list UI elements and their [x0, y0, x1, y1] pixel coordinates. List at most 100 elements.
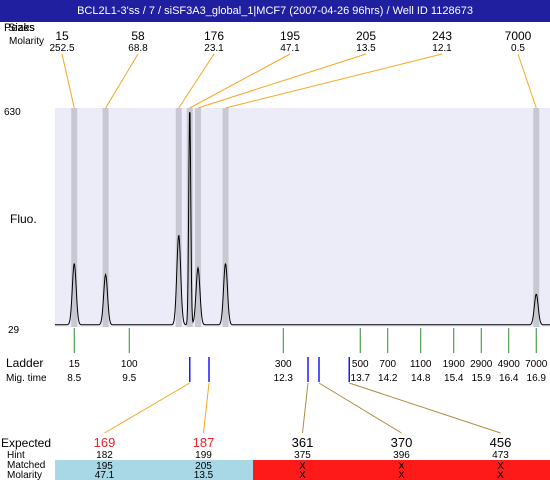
peak-band [222, 108, 229, 327]
peak-connector [197, 53, 367, 109]
peak-connector [517, 53, 537, 109]
expected-size-label: 187 [193, 435, 215, 450]
expected-size-label: 169 [94, 435, 116, 450]
ladder-mig-time-label: 16.9 [527, 373, 547, 384]
expected-connector [318, 382, 402, 434]
matched-cell [253, 460, 353, 480]
molarity-bottom-label: Molarity [7, 470, 42, 480]
matched-molarity-label: X [497, 470, 504, 480]
peak-band [102, 108, 109, 327]
ladder-markers: 15 8.5 100 9.5 300 12.3 500 13.7 700 14.2 1100 14.8… [67, 328, 548, 384]
y-max-label: 630 [4, 107, 21, 118]
ladder-mig-time-label: 9.5 [122, 373, 136, 384]
peak-molarity-label: 68.8 [128, 43, 148, 54]
matched-cell [352, 460, 452, 480]
y-axis-label: Fluo. [10, 212, 37, 226]
ladder-size-label: 2900 [470, 359, 493, 370]
hint-size-label: 375 [294, 450, 311, 461]
peak-connectors [61, 53, 537, 109]
ladder-mig-time-label: 13.7 [351, 373, 371, 384]
ladder-size-label: 1900 [443, 359, 466, 370]
ladder-size-label: 4900 [498, 359, 521, 370]
fluorescence-trace [55, 112, 550, 326]
expected-connector [104, 382, 191, 434]
matched-molarity-label: X [398, 470, 405, 480]
peak-band [195, 108, 201, 327]
peaks-overlay-label: Peaks [4, 22, 35, 34]
peak-connector [61, 53, 75, 109]
peak-band [71, 108, 78, 327]
ladder-mig-time-label: 15.4 [444, 373, 464, 384]
peak-size-label: 176 [204, 29, 224, 43]
ladder-mig-time-label: 14.2 [378, 373, 398, 384]
matched-size-label: 195 [96, 461, 113, 472]
ladder-size-label: 500 [352, 359, 369, 370]
expected-connector [203, 382, 210, 434]
molarity-label: Molarity [9, 36, 44, 47]
peak-connector [178, 53, 215, 109]
peak-molarity-label: 12.1 [432, 43, 452, 54]
ladder-label: Ladder [6, 356, 43, 370]
hint-label: Hint [7, 450, 25, 461]
expected-connector [302, 382, 309, 434]
matched-molarity-label: 13.5 [194, 470, 214, 480]
expected-size-label: 456 [490, 435, 512, 450]
mig-time-label: Mig. time [6, 373, 47, 384]
sizes-label: Sizes [8, 22, 35, 34]
matched-size-label: 205 [195, 461, 212, 472]
ladder-size-label: 100 [121, 359, 138, 370]
matched-size-label: X [398, 461, 405, 472]
peak-molarity-label: 13.5 [356, 43, 376, 54]
matched-cell [55, 460, 155, 480]
match-table: 16918219547.118719920513.5361375XX370396… [55, 435, 550, 480]
ladder-size-label: 700 [379, 359, 396, 370]
peak-connector [105, 53, 139, 109]
plot-area [55, 108, 550, 327]
matched-cell [451, 460, 550, 480]
hint-size-label: 199 [195, 450, 212, 461]
chart-title: BCL2L1-3'ss / 7 / siSF3A3_global_1|MCF7 … [0, 0, 550, 22]
peak-size-label: 195 [280, 29, 300, 43]
matched-cell [154, 460, 254, 480]
ladder-size-label: 15 [69, 359, 81, 370]
expected-markers [104, 357, 501, 434]
ladder-mig-time-label: 8.5 [67, 373, 81, 384]
peak-connector [189, 53, 291, 109]
ladder-size-label: 1100 [410, 359, 432, 370]
ladder-mig-time-label: 14.8 [411, 373, 431, 384]
peak-bands [71, 108, 540, 327]
peak-connector [225, 53, 443, 109]
hint-size-label: 473 [492, 450, 509, 461]
ladder-mig-time-label: 16.4 [499, 373, 519, 384]
expected-label: Expected [1, 436, 51, 450]
peak-size-label: 58 [131, 29, 145, 43]
hint-size-label: 182 [96, 450, 113, 461]
peak-size-label: 243 [432, 29, 452, 43]
peak-size-label: 15 [55, 29, 69, 43]
matched-label: Matched [7, 460, 45, 471]
hint-size-label: 396 [393, 450, 410, 461]
matched-size-label: X [497, 461, 504, 472]
peak-band [175, 108, 182, 327]
ladder-size-label: 300 [275, 359, 292, 370]
expected-size-label: 370 [391, 435, 413, 450]
matched-size-label: X [299, 461, 306, 472]
matched-molarity-label: 47.1 [95, 470, 115, 480]
matched-molarity-label: X [299, 470, 306, 480]
peak-size-label: 205 [356, 29, 376, 43]
peak-molarity-label: 23.1 [204, 43, 224, 54]
peak-band [533, 108, 540, 327]
peak-size-label: 7000 [505, 29, 532, 43]
ladder-mig-time-label: 12.3 [274, 373, 294, 384]
peak-molarity-label: 47.1 [280, 43, 300, 54]
ladder-size-label: 7000 [525, 359, 548, 370]
expected-connector [349, 382, 501, 434]
peak-band [186, 108, 193, 327]
y-min-label: 29 [8, 325, 20, 336]
peak-molarity-label: 252.5 [49, 43, 74, 54]
expected-size-label: 361 [292, 435, 314, 450]
peak-molarity-label: 0.5 [511, 43, 525, 54]
ladder-mig-time-label: 15.9 [472, 373, 492, 384]
